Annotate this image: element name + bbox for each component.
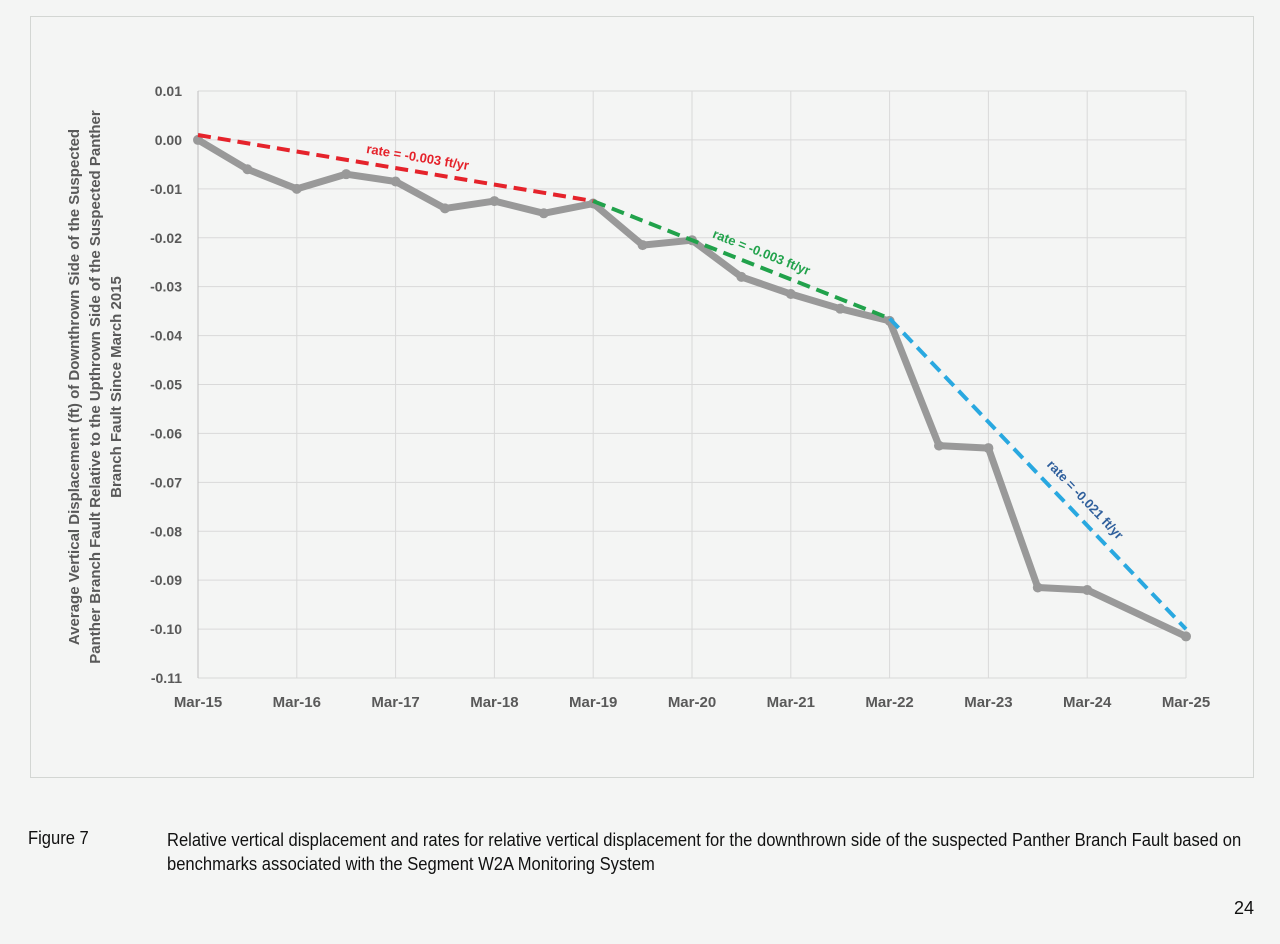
x-tick-label: Mar-21: [767, 694, 815, 711]
data-point: [983, 443, 994, 454]
data-point: [934, 440, 944, 451]
y-axis-label-line: Branch Fault Since March 2015: [108, 276, 125, 498]
x-axis-ticks: Mar-15 Mar-16 Mar-17 Mar-18 Mar-19 Mar-20 Mar-…: [174, 694, 1210, 711]
trend-line: [197, 133, 594, 204]
y-tick-label: -0.08: [150, 523, 182, 539]
y-axis-label-line: Average Vertical Displacement (ft) of Do…: [66, 129, 83, 645]
rate-label: rate = -0.021 ft/yr: [1044, 457, 1126, 542]
x-tick-label: Mar-20: [668, 694, 716, 711]
data-point: [785, 289, 796, 300]
x-tick-label: Mar-23: [964, 694, 1012, 711]
page-number: 24: [1233, 898, 1254, 918]
y-tick-label: -0.05: [150, 377, 182, 393]
displacement-chart: Average Vertical Displacement (ft) of Do…: [66, 83, 1210, 711]
displacement-series: [193, 134, 1191, 642]
x-tick-label: Mar-22: [865, 694, 913, 711]
trend-line: [888, 317, 1188, 631]
x-tick-label: Mar-24: [1063, 694, 1112, 711]
figure-caption: Relative vertical displacement and rates…: [167, 830, 1242, 874]
trend-lines: [197, 133, 1188, 631]
x-tick-label: Mar-17: [371, 694, 419, 711]
y-axis-ticks: 0.01 0.00 -0.01 -0.02 -0.03 -0.04 -0.05 -0.06 -0…: [150, 83, 182, 686]
y-tick-label: -0.02: [150, 230, 182, 246]
data-point: [341, 169, 352, 180]
y-tick-label: 0.00: [155, 132, 182, 148]
y-tick-label: -0.11: [151, 670, 182, 686]
trend-line: [592, 199, 891, 321]
x-tick-label: Mar-18: [470, 694, 518, 711]
x-tick-label: Mar-19: [569, 694, 617, 711]
x-tick-label: Mar-15: [174, 694, 222, 711]
y-tick-label: 0.01: [155, 83, 182, 99]
data-point: [1032, 582, 1043, 593]
data-point: [1181, 631, 1191, 642]
chart-area: Average Vertical Displacement (ft) of Do…: [30, 16, 1254, 778]
y-tick-label: -0.10: [150, 621, 182, 637]
rate-label: rate = -0.003 ft/yr: [365, 141, 470, 173]
y-axis-label: Average Vertical Displacement (ft) of Do…: [66, 110, 125, 664]
x-tick-label: Mar-25: [1162, 694, 1210, 711]
displacement-line: [194, 136, 1190, 640]
data-point: [440, 203, 450, 214]
data-point: [291, 183, 302, 194]
data-point: [390, 176, 401, 187]
data-point: [489, 196, 500, 207]
data-point: [242, 164, 253, 175]
y-tick-label: -0.06: [150, 425, 182, 441]
y-tick-label: -0.09: [150, 572, 182, 588]
data-point: [538, 208, 549, 219]
x-tick-label: Mar-16: [273, 694, 321, 711]
gridlines: [197, 90, 1187, 679]
y-tick-label: -0.07: [150, 474, 182, 490]
figure-label: Figure 7: [28, 828, 89, 848]
data-point: [835, 303, 846, 314]
data-point: [1082, 584, 1093, 595]
data-point: [736, 271, 747, 282]
y-tick-label: -0.04: [150, 328, 182, 344]
y-tick-label: -0.03: [150, 279, 182, 295]
data-point: [637, 240, 648, 251]
y-tick-label: -0.01: [150, 181, 182, 197]
y-axis-label-line: Panther Branch Fault Relative to the Upt…: [87, 110, 104, 664]
